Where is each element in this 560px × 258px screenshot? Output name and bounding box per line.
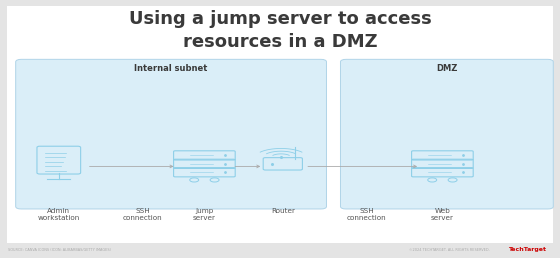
Text: ©2024 TECHTARGET. ALL RIGHTS RESERVED.: ©2024 TECHTARGET. ALL RIGHTS RESERVED.: [409, 247, 489, 252]
Text: Router: Router: [271, 208, 295, 214]
Text: Admin
workstation: Admin workstation: [38, 208, 80, 221]
Text: Internal subnet: Internal subnet: [134, 64, 208, 73]
Text: TechTarget: TechTarget: [508, 247, 546, 252]
FancyBboxPatch shape: [340, 59, 553, 209]
Text: SOURCE: CANVA ICONS (ICON: ALIBARBAS/GETTY IMAGES): SOURCE: CANVA ICONS (ICON: ALIBARBAS/GET…: [8, 247, 111, 252]
Text: Web
server: Web server: [431, 208, 454, 221]
FancyBboxPatch shape: [16, 59, 326, 209]
FancyBboxPatch shape: [7, 6, 553, 243]
Text: Jump
server: Jump server: [193, 208, 216, 221]
Text: DMZ: DMZ: [436, 64, 458, 73]
Text: SSH
connection: SSH connection: [347, 208, 386, 221]
Text: SSH
connection: SSH connection: [123, 208, 162, 221]
Text: Using a jump server to access
resources in a DMZ: Using a jump server to access resources …: [129, 10, 431, 51]
